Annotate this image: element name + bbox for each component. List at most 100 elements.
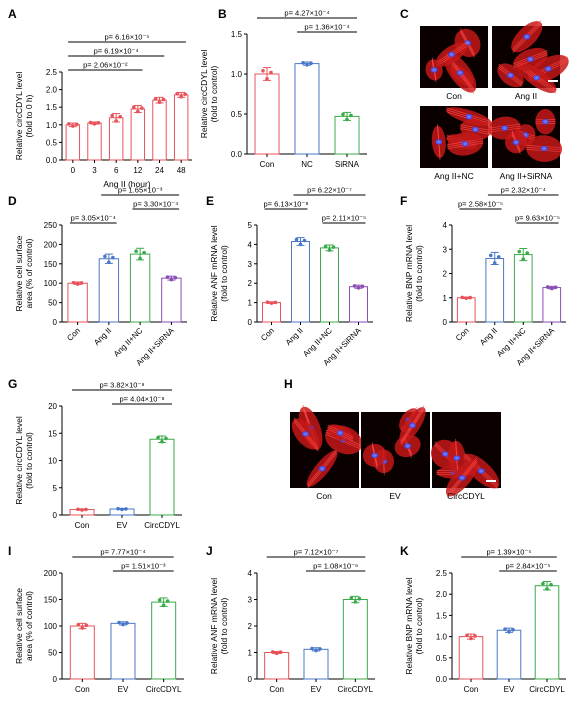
- panel-a-category-label: 3: [92, 166, 97, 175]
- panel-a-ytick-label: 1.5: [46, 103, 58, 112]
- cell-nucleus: [523, 33, 531, 40]
- micrograph-tile: [420, 106, 492, 168]
- panel-e-pvalue-label: p= 6.13×10⁻⁸: [263, 200, 308, 209]
- panel-e-pvalue-label: p= 2.11×10⁻⁵: [322, 214, 366, 223]
- panel-j-data-point: [310, 646, 314, 651]
- panel-f-bar: [542, 287, 562, 323]
- panel-i-data-point: [121, 622, 125, 627]
- micrograph-label: CircCDYL: [447, 491, 485, 501]
- panel-letter-b: B: [218, 7, 227, 21]
- panel-d-ytick-label: 0: [53, 318, 58, 327]
- panel-g-category-label: Con: [75, 521, 90, 530]
- panel-letter-j: J: [206, 544, 213, 558]
- panel-b-ytick-label: 0.5: [231, 110, 243, 119]
- panel-f-data-point: [492, 261, 497, 265]
- panel-i-ytick-label: 200: [44, 569, 58, 578]
- cell-nucleus: [544, 65, 552, 72]
- panel-k-category-label: EV: [504, 685, 515, 694]
- panel-f-data-point: [545, 285, 550, 289]
- panel-i-data-point: [125, 621, 129, 625]
- panel-a-ytick-label: 2.0: [46, 86, 58, 95]
- panel-f-data-point: [488, 253, 493, 258]
- panel-g-data-point: [124, 507, 128, 511]
- scale-bar: [486, 480, 496, 482]
- panel-g-pvalue-label: p= 3.82×10⁻⁸: [99, 381, 144, 390]
- micrograph-tile: [361, 405, 430, 488]
- panel-a-category-label: 6: [114, 166, 119, 175]
- panel-b-ylabel: (fold to control): [209, 65, 219, 122]
- panel-i-data-point: [117, 620, 121, 625]
- panel-e-ytick-label: 0: [248, 318, 253, 327]
- panel-f-bar: [456, 297, 476, 323]
- panel-i-pvalue-label: p= 1.51×10⁻³: [121, 562, 166, 571]
- panel-i-ytick-label: 50: [48, 649, 57, 658]
- panel-j-data-point: [349, 596, 354, 600]
- panel-a-category-label: 12: [133, 166, 142, 175]
- panel-e-ylabel: (fold to control): [219, 245, 229, 302]
- cell-nucleus: [507, 72, 515, 79]
- panel-f-ytick-label: 2: [443, 270, 448, 279]
- panel-k-data-point: [465, 633, 469, 638]
- panel-i-category-label: Con: [75, 685, 90, 694]
- cell-nucleus: [458, 475, 466, 481]
- panel-i-bar: [69, 625, 95, 680]
- panel-f-data-point: [525, 251, 530, 255]
- panel-e-bar: [291, 240, 310, 323]
- panel-a-data-point: [92, 122, 97, 126]
- panel-f-pvalue-label: p= 9.63×10⁻⁵: [515, 214, 560, 223]
- panel-k-ylabel: Relative BNP mRNA level: [404, 577, 414, 674]
- panel-d-data-point: [165, 275, 170, 279]
- micrograph-tile: [488, 106, 563, 168]
- panel-f-ytick-label: 3: [443, 245, 448, 254]
- panel-letter-h: H: [284, 377, 293, 391]
- panel-i-data-point: [76, 622, 81, 627]
- panel-g-data-point: [80, 508, 84, 512]
- panel-i-data-point: [80, 626, 85, 630]
- panel-a-data-point: [75, 122, 79, 127]
- panel-a-data-point: [140, 106, 144, 110]
- micrograph-tile: [290, 404, 363, 489]
- panel-k-data-point: [549, 582, 553, 587]
- panel-f-ylabel: Relative BNP mRNA level: [404, 225, 414, 322]
- panel-a-data-point: [179, 94, 183, 99]
- panel-e-data-point: [294, 237, 299, 242]
- panel-a-data-point: [153, 96, 158, 101]
- panel-f-data-point: [517, 249, 522, 254]
- micrograph-label: Ang II+SiRNA: [500, 171, 553, 181]
- panel-e-data-point: [356, 286, 361, 290]
- panel-b-chart: 0.0 0.5 1.0 1.5 Relative circCDYL level (fold…: [199, 9, 367, 169]
- panel-j-pvalue-label: p= 1.08×10⁻⁶: [313, 562, 358, 571]
- cell-nucleus: [512, 139, 520, 146]
- panel-g-ytick-label: 10: [48, 457, 57, 466]
- panel-e-chart: 0 1 2 3 4 5 Relative ANF mRNA level (fold to co…: [209, 186, 373, 367]
- panel-g-data-point: [156, 435, 160, 440]
- panel-e-ytick-label: 1: [248, 299, 253, 308]
- panel-f-pvalue-label: p= 2.58×10⁻⁵: [458, 200, 503, 209]
- panel-d-ylabel: area (% of control): [24, 238, 34, 308]
- panel-b-bar: [294, 63, 320, 155]
- panel-d-chart: 0 50 100 150 200 250 Relative cell surface area…: [14, 186, 187, 367]
- panel-k-ytick-label: 0.0: [436, 675, 448, 684]
- panel-i-bar: [151, 601, 177, 680]
- panel-a-data-point: [67, 122, 71, 126]
- panel-g-data-point: [120, 507, 124, 512]
- micrograph-label: Ang II: [515, 91, 537, 101]
- panel-b-data-point: [301, 61, 305, 65]
- panel-h-micrographs: Con EV CircCDYL: [290, 404, 501, 501]
- panel-f-category-label: Con: [454, 326, 471, 343]
- panel-b-pvalue-label: p= 4.27×10⁻⁴: [284, 9, 329, 18]
- panel-d-bar: [161, 277, 182, 323]
- panel-a-ylabel: Relative circCDYL level: [14, 72, 24, 161]
- panel-k-data-point: [503, 627, 507, 631]
- panel-k-data-point: [469, 636, 473, 641]
- panel-e-ytick-label: 2: [248, 279, 253, 288]
- panel-f-data-point: [549, 286, 554, 291]
- panel-k-data-point: [473, 634, 477, 638]
- panel-j-ytick-label: 3: [248, 596, 253, 605]
- panel-e-ylabel: Relative ANF mRNA level: [209, 225, 219, 321]
- panel-e-ytick-label: 3: [248, 260, 253, 269]
- panel-a-data-point: [136, 109, 140, 114]
- panel-e-data-point: [265, 300, 270, 305]
- panel-i-ytick-label: 100: [44, 622, 58, 631]
- panel-d-data-point: [142, 250, 146, 255]
